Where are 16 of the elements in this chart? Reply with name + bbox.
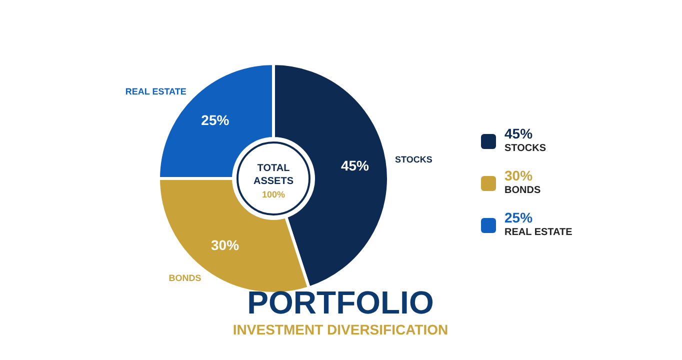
text: PORTFOLIO <box>247 284 434 320</box>
legend-label: STOCKS <box>504 143 546 154</box>
text: INVESTMENT DIVERSIFICATION <box>232 322 448 338</box>
text: 25% <box>504 210 533 226</box>
legend-label: BONDS <box>504 185 541 196</box>
data-label: 45% <box>340 158 370 174</box>
slice-label: REAL ESTATE <box>125 86 186 97</box>
data-label: 30% <box>210 237 240 254</box>
slice-label: STOCKS <box>394 154 432 164</box>
text: 30% <box>504 168 533 184</box>
text: 100% <box>262 190 286 200</box>
text: TOTAL ASSETS <box>253 163 294 187</box>
text: 45% <box>504 126 533 142</box>
legend-label: REAL ESTATE <box>504 227 573 238</box>
slice-label: BONDS <box>168 273 202 284</box>
data-label: 25% <box>201 112 230 128</box>
